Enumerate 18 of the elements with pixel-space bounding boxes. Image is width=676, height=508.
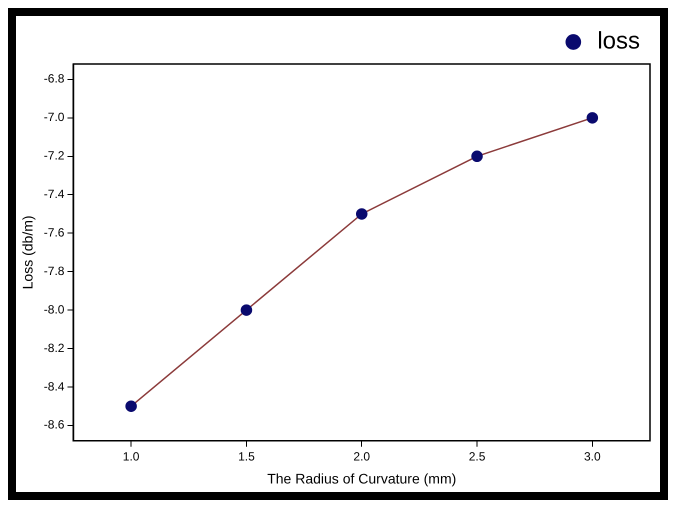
y-axis-title: Loss (db/m) (19, 215, 36, 290)
x-tick-label: 3.0 (584, 449, 602, 464)
x-tick-label: 2.5 (468, 449, 486, 464)
y-tick-label: -7.0 (44, 110, 65, 124)
x-tick-label: 1.0 (122, 449, 140, 464)
y-tick-label: -8.2 (44, 340, 65, 355)
legend-label: loss (597, 28, 640, 55)
y-tick-label: -7.2 (44, 148, 65, 163)
y-tick-label: -7.8 (44, 264, 65, 278)
x-tick-label: 2.0 (353, 449, 370, 464)
y-tick-label: -7.4 (44, 187, 65, 202)
x-tick-label: 1.5 (238, 449, 256, 464)
y-tick-label: -7.6 (44, 225, 65, 240)
y-tick-label: -8.4 (44, 379, 65, 394)
y-tick-label: -8.6 (44, 418, 65, 432)
x-axis-title: The Radius of Curvature (mm) (267, 470, 456, 486)
y-tick-label: -6.8 (44, 72, 65, 86)
y-tick-label: -8.0 (44, 302, 65, 316)
